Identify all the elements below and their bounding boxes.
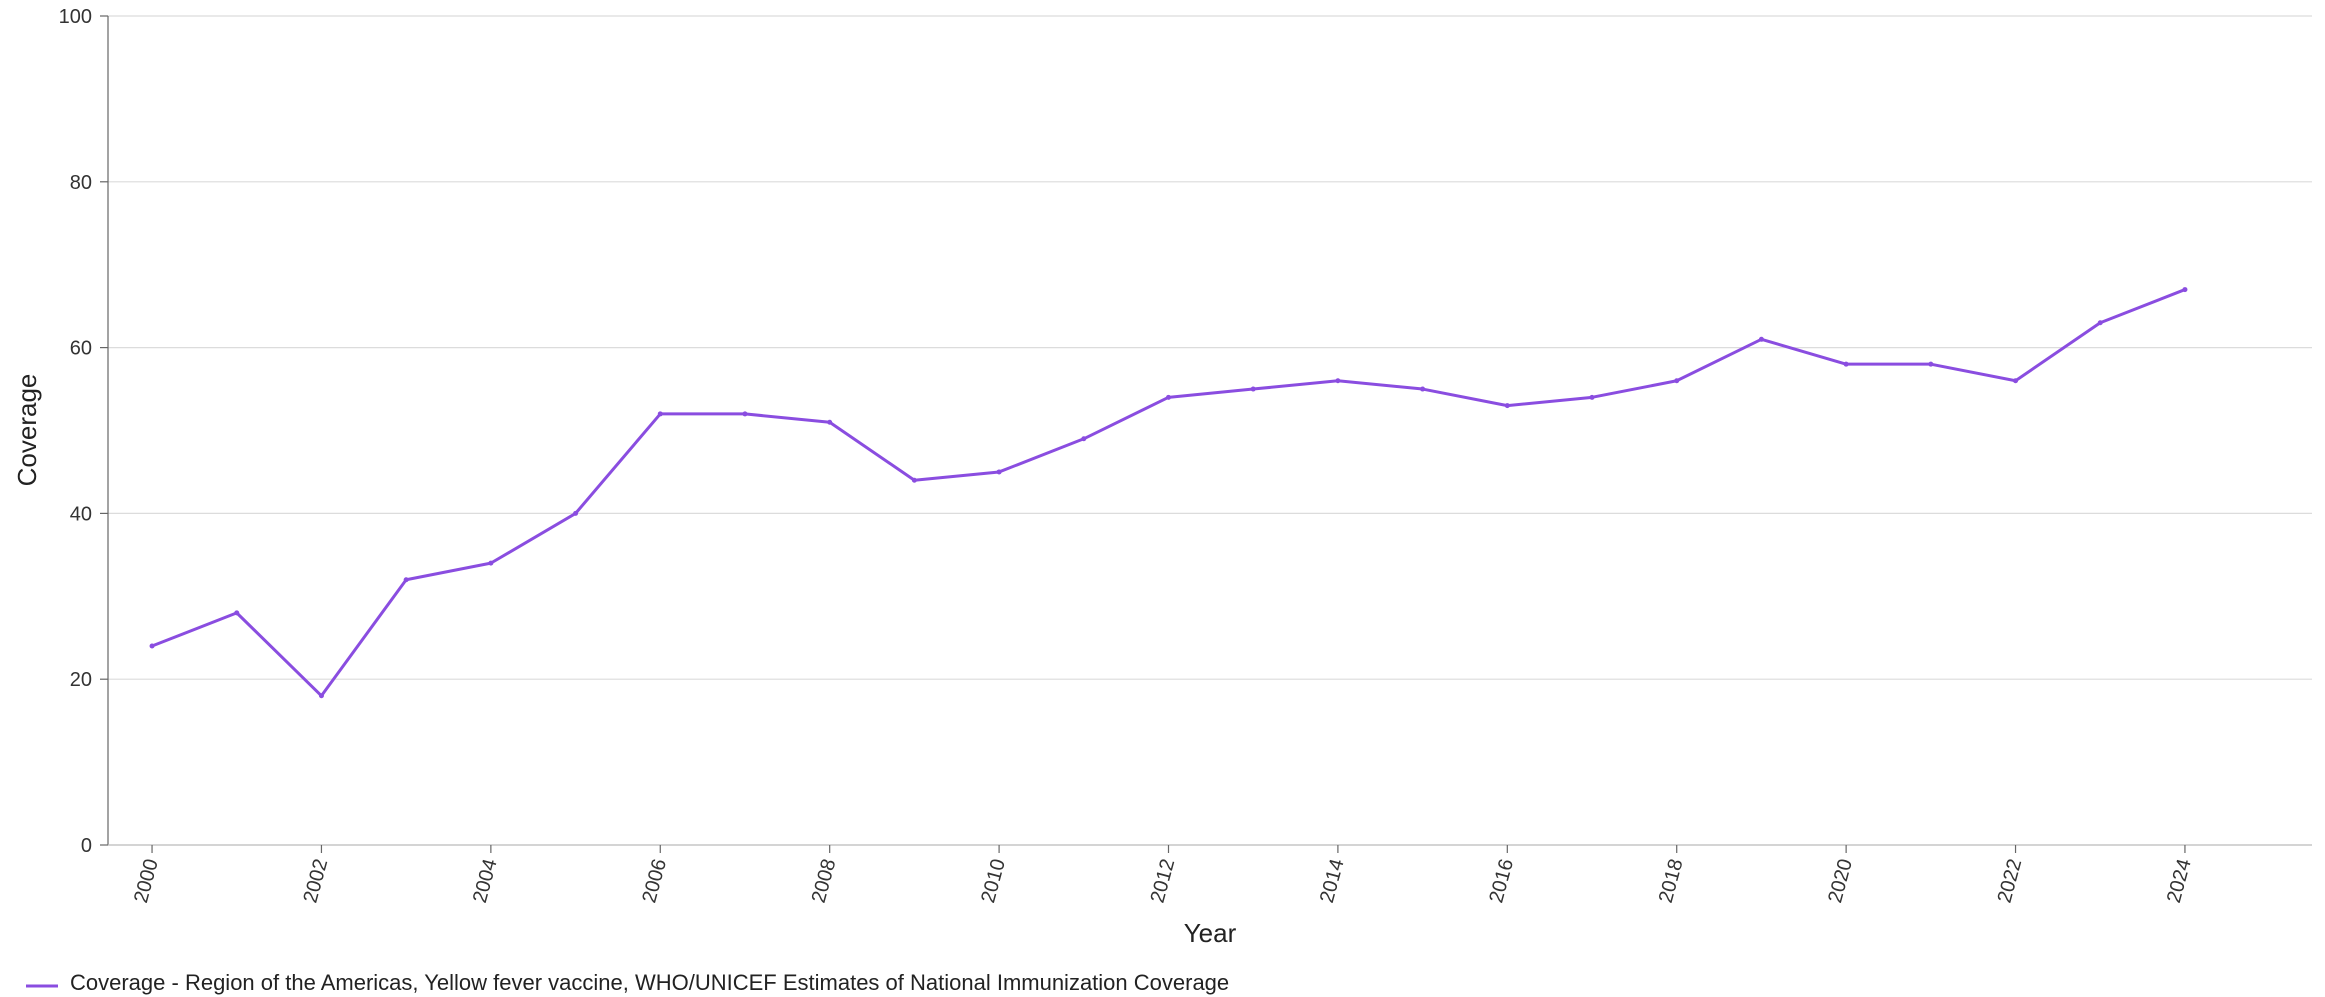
grid-lines [108, 15, 2312, 680]
x-tick-label-2006: 2006 [638, 857, 671, 906]
data-point-2001 [234, 610, 240, 616]
data-point-2015 [1420, 386, 1426, 392]
series-lines [149, 287, 2188, 699]
y-tick-label-20: 20 [70, 669, 92, 691]
x-tick-label-2020: 2020 [1824, 857, 1857, 906]
data-point-2008 [827, 419, 833, 425]
legend-label: Coverage - Region of the Americas, Yello… [70, 970, 1229, 995]
y-tick-label-0: 0 [81, 835, 92, 857]
x-tick-label-2014: 2014 [1316, 857, 1349, 906]
axes [100, 15, 2312, 853]
x-tick-label-2002: 2002 [300, 857, 333, 906]
x-tick-label-2024: 2024 [2163, 857, 2196, 906]
data-point-2012 [1165, 394, 1171, 400]
data-point-2018 [1674, 378, 1680, 384]
y-axis-title: Coverage [12, 374, 42, 487]
y-tick-label-60: 60 [70, 338, 92, 360]
data-point-2019 [1758, 336, 1764, 342]
data-point-2005 [573, 510, 579, 516]
series-line-0 [150, 288, 2187, 698]
y-tick-label-100: 100 [59, 6, 92, 28]
x-tick-labels: 2000 2002 2004 2006 2008 2010 2012 2014 2016 2018… [130, 857, 2196, 906]
data-point-2013 [1250, 386, 1256, 392]
y-tick-label-80: 80 [70, 172, 92, 194]
data-point-2009 [911, 477, 917, 483]
x-axis-title: Year [1184, 918, 1237, 948]
x-tick-label-2008: 2008 [808, 857, 841, 906]
data-point-2017 [1589, 394, 1595, 400]
data-point-2004 [488, 560, 494, 566]
x-tick-label-2018: 2018 [1655, 857, 1688, 906]
data-point-2000 [149, 643, 155, 649]
data-point-2016 [1504, 403, 1510, 409]
legend: Coverage - Region of the Americas, Yello… [26, 970, 1229, 995]
x-tick-label-2012: 2012 [1147, 857, 1180, 906]
data-point-2024 [2182, 287, 2188, 293]
x-tick-label-2004: 2004 [469, 857, 502, 906]
y-tick-label-40: 40 [70, 503, 92, 525]
x-tick-label-2022: 2022 [1994, 857, 2027, 906]
data-point-2020 [1843, 361, 1849, 367]
data-point-2003 [403, 577, 409, 583]
x-tick-label-2000: 2000 [130, 857, 163, 906]
data-point-2022 [2013, 378, 2019, 384]
x-tick-label-2016: 2016 [1485, 857, 1518, 906]
data-point-2014 [1335, 378, 1341, 384]
y-tick-labels: 0 20 40 60 80 100 [59, 6, 92, 857]
data-point-2011 [1081, 436, 1087, 442]
x-tick-label-2010: 2010 [977, 857, 1010, 906]
data-point-2021 [1928, 361, 1934, 367]
data-point-2007 [742, 411, 748, 417]
data-point-2023 [2097, 320, 2103, 326]
data-point-2002 [318, 693, 324, 699]
data-point-2010 [996, 469, 1002, 475]
data-point-2006 [657, 411, 663, 417]
